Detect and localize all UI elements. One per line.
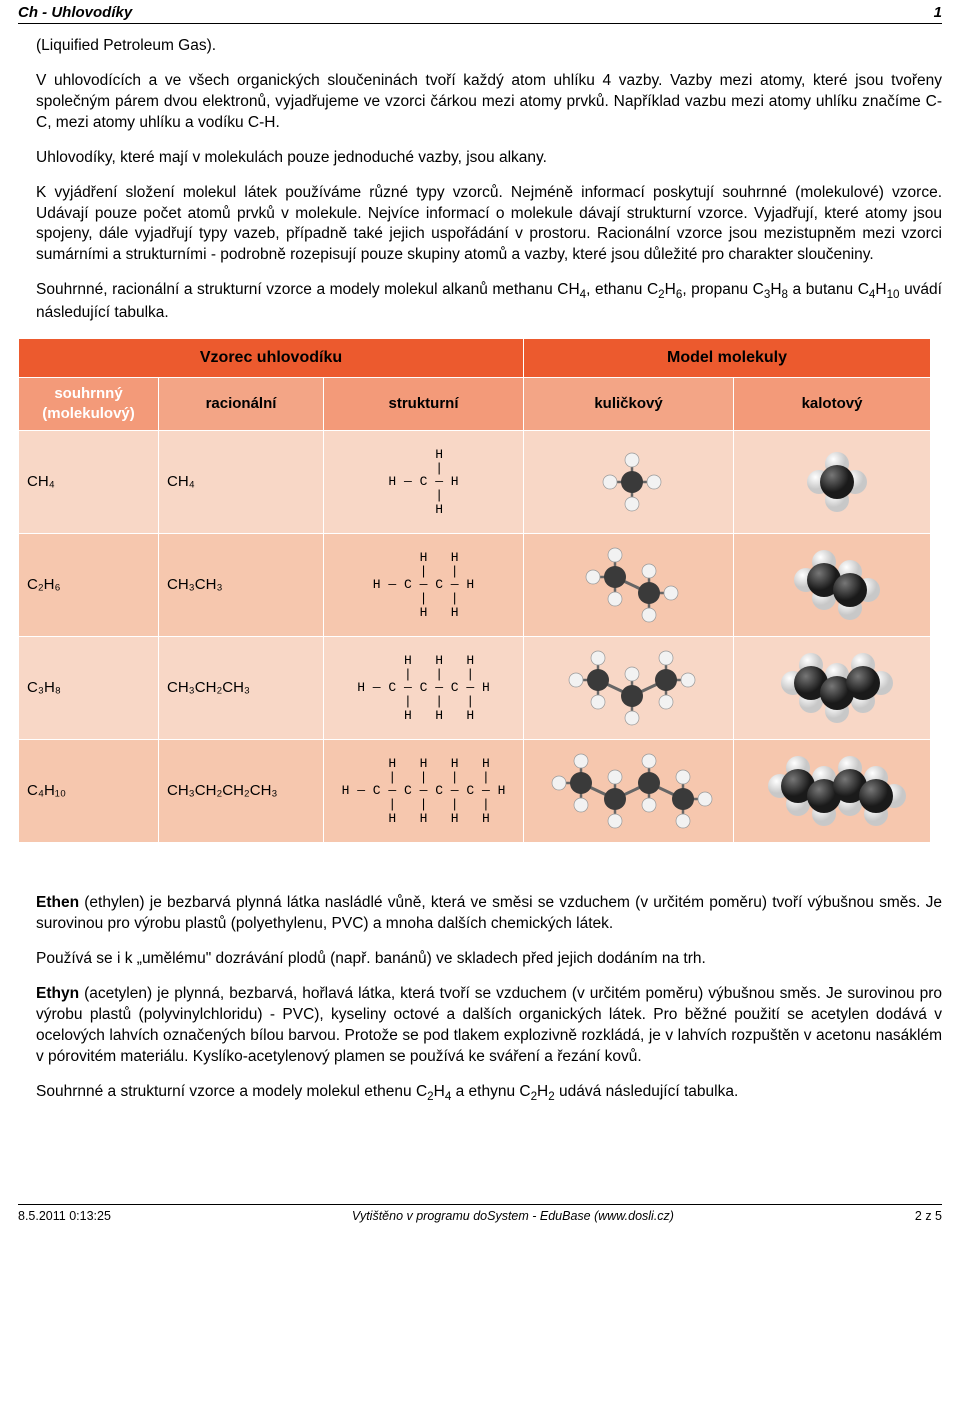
cell-rational: CH₃CH₃ — [159, 534, 324, 637]
cell-ballstick-model — [524, 740, 734, 843]
header-title: Ch - Uhlovodíky — [18, 4, 132, 21]
header-rule — [18, 23, 942, 24]
table-superheader: Vzorec uhlovodíku — [19, 339, 524, 378]
lpg-line: (Liquified Petroleum Gas). — [36, 36, 942, 57]
cell-ballstick-model — [524, 637, 734, 740]
para-2: Uhlovodíky, které mají v molekulách pouz… — [36, 148, 942, 169]
table-row: CH₄CH₄ H | H — C — H | H — [19, 431, 931, 534]
header-page-num: 1 — [934, 4, 942, 21]
cell-rational: CH₃CH₂CH₂CH₃ — [159, 740, 324, 843]
cell-structural: H H | | H — C — C — H | | H H — [324, 534, 524, 637]
cell-rational: CH₄ — [159, 431, 324, 534]
footer-credit: Vytištěno v programu doSystem - EduBase … — [352, 1209, 674, 1223]
table-subheader: strukturní — [324, 377, 524, 431]
table-row: C₂H₆CH₃CH₃ H H | | H — C — C — H | | H H — [19, 534, 931, 637]
table-subheader: kuličkový — [524, 377, 734, 431]
ethen-bold: Ethen — [36, 894, 79, 911]
ethyn-para: Ethyn (acetylen) je plynná, bezbarvá, ho… — [36, 984, 942, 1068]
cell-spacefill-model — [734, 431, 931, 534]
table-subheader: kalotový — [734, 377, 931, 431]
table-subheader: racionální — [159, 377, 324, 431]
page-header: Ch - Uhlovodíky 1 — [18, 0, 942, 23]
ethen-para: Ethen (ethylen) je bezbarvá plynná látka… — [36, 893, 942, 935]
cell-spacefill-model — [734, 740, 931, 843]
cell-ballstick-model — [524, 431, 734, 534]
cell-structural: H | H — C — H | H — [324, 431, 524, 534]
cell-spacefill-model — [734, 637, 931, 740]
para-3: K vyjádření složení molekul látek použív… — [36, 183, 942, 267]
cell-structural: H H H H | | | | H — C — C — C — C — H | … — [324, 740, 524, 843]
cell-summary: C₃H₈ — [19, 637, 159, 740]
para-1: V uhlovodících a ve všech organických sl… — [36, 71, 942, 134]
cell-structural: H H H | | | H — C — C — C — H | | | H H … — [324, 637, 524, 740]
table-superheader: Model molekuly — [524, 339, 931, 378]
cell-spacefill-model — [734, 534, 931, 637]
table-row: C₄H₁₀CH₃CH₂CH₂CH₃ H H H H | | | | H — C … — [19, 740, 931, 843]
banany-para: Používá se i k „umělému" dozrávání plodů… — [36, 949, 942, 970]
cell-summary: C₄H₁₀ — [19, 740, 159, 843]
body-content: (Liquified Petroleum Gas). V uhlovodícíc… — [18, 36, 942, 1104]
cell-summary: CH₄ — [19, 431, 159, 534]
footer-date: 8.5.2011 0:13:25 — [18, 1209, 111, 1223]
table-row: C₃H₈CH₃CH₂CH₃ H H H | | | H — C — C — C … — [19, 637, 931, 740]
cell-summary: C₂H₆ — [19, 534, 159, 637]
ethyn-bold: Ethyn — [36, 985, 79, 1002]
table-subheader: souhrnný(molekulový) — [19, 377, 159, 431]
cell-ballstick-model — [524, 534, 734, 637]
page-footer: 8.5.2011 0:13:25 Vytištěno v programu do… — [18, 1204, 942, 1229]
final-para: Souhrnné a strukturní vzorce a modely mo… — [36, 1082, 942, 1105]
cell-rational: CH₃CH₂CH₃ — [159, 637, 324, 740]
para-4: Souhrnné, racionální a strukturní vzorce… — [36, 280, 942, 324]
formula-table: Vzorec uhlovodíkuModel molekuly souhrnný(… — [18, 338, 931, 843]
footer-pagenum: 2 z 5 — [915, 1209, 942, 1223]
